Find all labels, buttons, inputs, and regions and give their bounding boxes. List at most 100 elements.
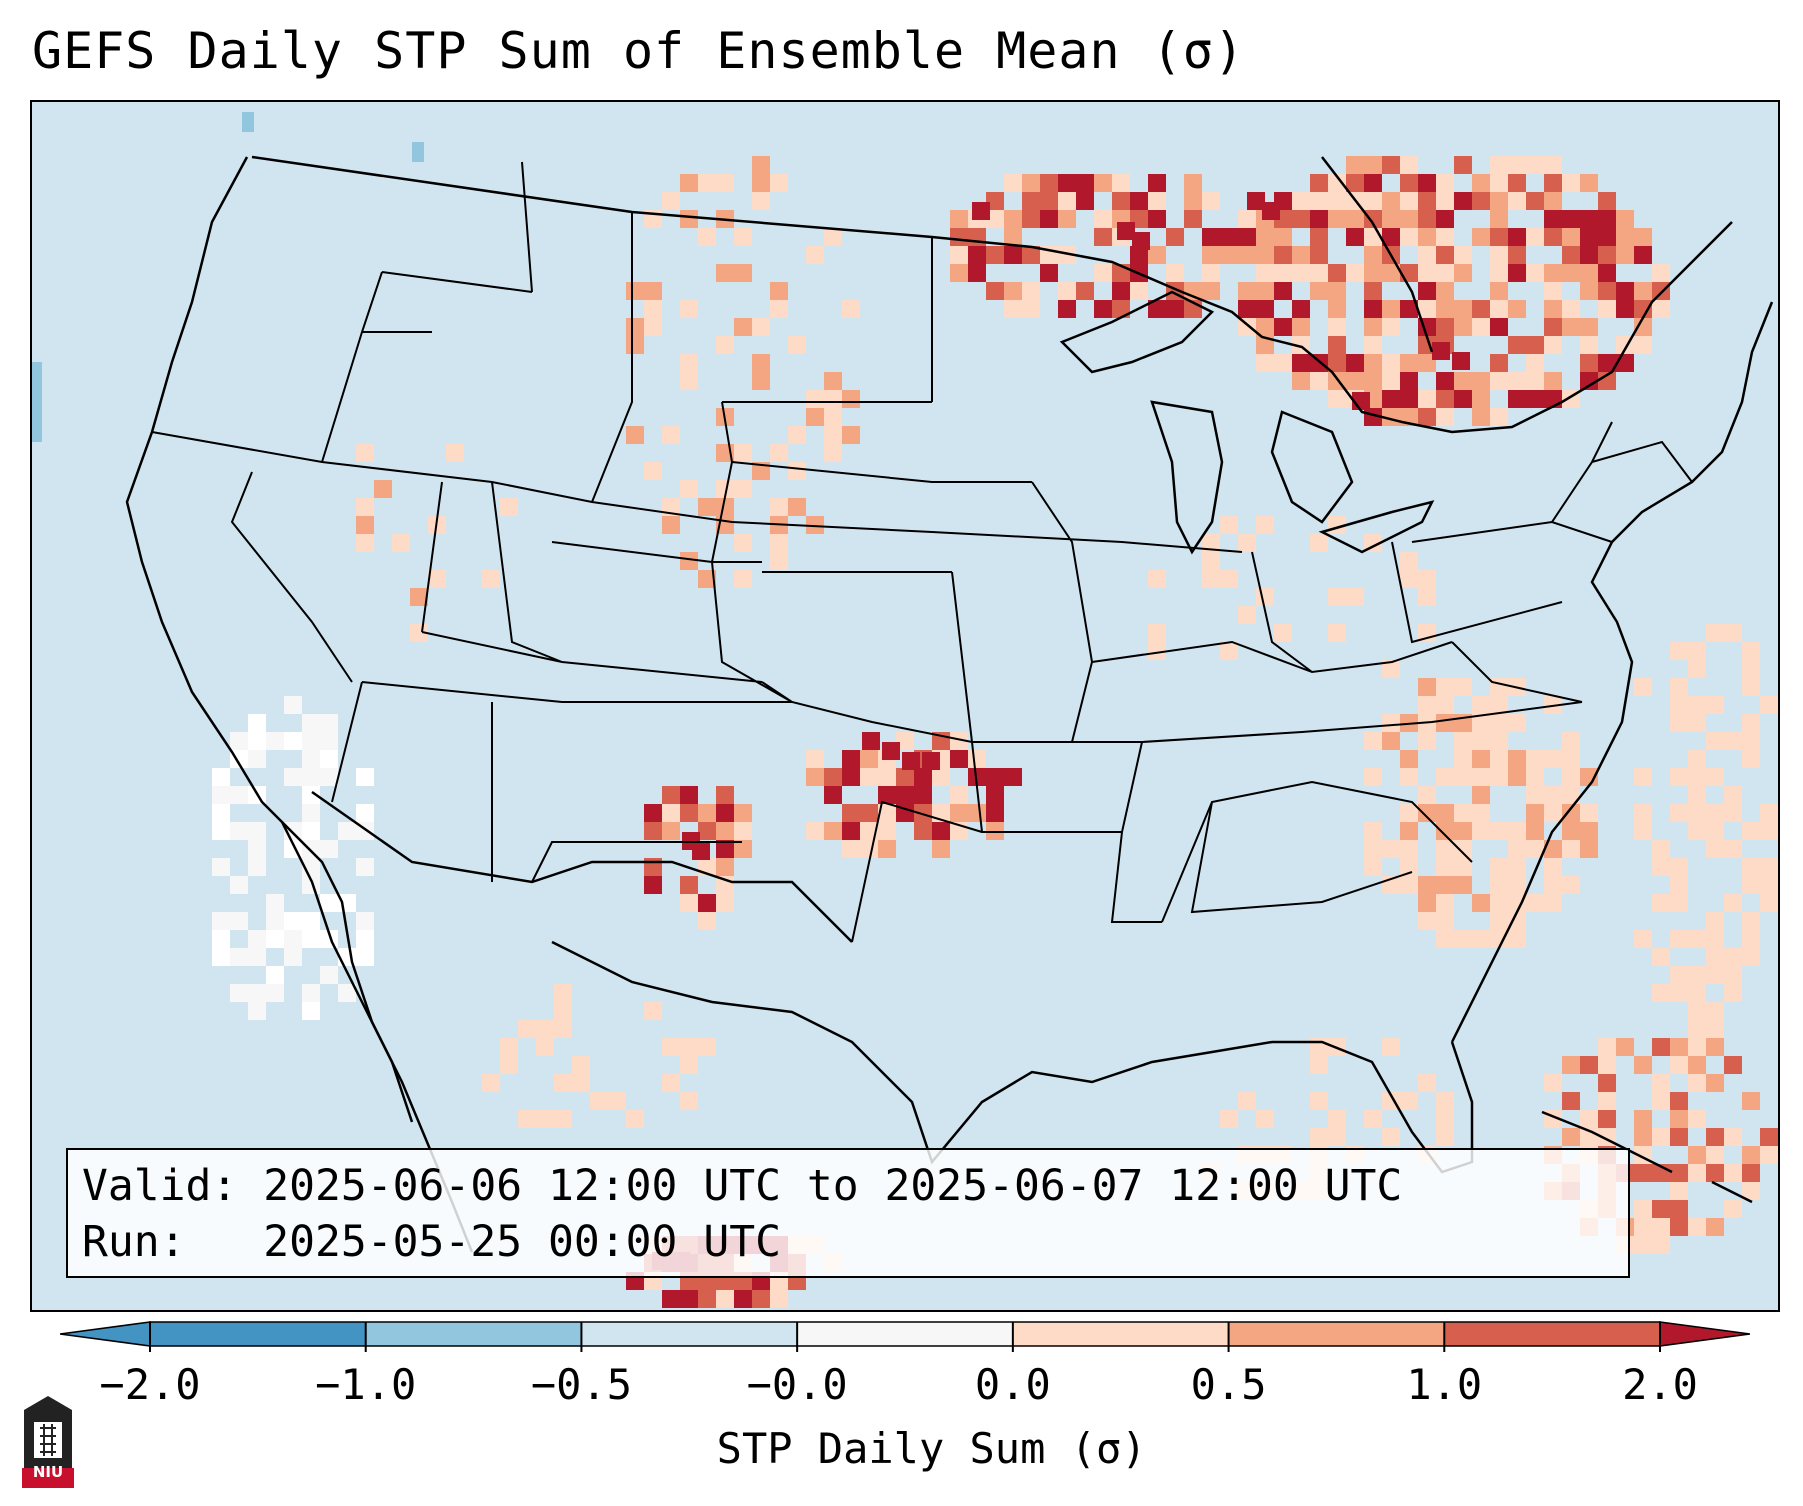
stp-cell: [698, 894, 716, 912]
stp-cell: [1634, 1164, 1652, 1182]
stp-cell: [1634, 246, 1652, 264]
stp-cell: [1544, 318, 1562, 336]
stp-cell: [1364, 336, 1382, 354]
stp-cell: [1634, 1056, 1652, 1074]
stp-cell: [1616, 210, 1634, 228]
stp-cell: [842, 840, 860, 858]
stp-cell: [1490, 318, 1508, 336]
stp-cell: [1526, 372, 1544, 390]
stp-cell: [1562, 174, 1580, 192]
stp-cell: [1382, 318, 1400, 336]
stp-cell: [1544, 300, 1562, 318]
stp-cell: [1400, 840, 1418, 858]
stp-cell: [248, 984, 266, 1002]
stp-cell: [1400, 210, 1418, 228]
baja-coast: [280, 821, 414, 1123]
stp-cell: [698, 1038, 716, 1056]
stp-cell: [1310, 192, 1328, 210]
stp-cell: [1580, 210, 1598, 228]
stp-cell: [1670, 642, 1688, 660]
stp-cell: [1436, 390, 1454, 408]
stp-cell: [1742, 750, 1760, 768]
stp-cell: [1670, 714, 1688, 732]
stp-cell: [1616, 282, 1634, 300]
colorbar-tick-label: 1.0: [1406, 1360, 1483, 1409]
stp-cell: [1616, 246, 1634, 264]
stp-cell: [1562, 804, 1580, 822]
stp-cell: [1760, 696, 1778, 714]
stp-cell: [1598, 210, 1616, 228]
stp-cell: [1508, 768, 1526, 786]
stp-cell: [1688, 1146, 1706, 1164]
stp-cell: [680, 1038, 698, 1056]
hudson-bay-coast: [1321, 156, 1434, 353]
stp-cell: [860, 804, 878, 822]
stp-cell: [1652, 1218, 1670, 1236]
stp-cell: [1472, 408, 1490, 426]
stp-cell: [1688, 984, 1706, 1002]
stp-cell: [950, 264, 968, 282]
stp-cell: [1400, 570, 1418, 588]
stp-cell: [1022, 210, 1040, 228]
stp-cell: [680, 552, 698, 570]
stp-cell: [1382, 1038, 1400, 1056]
stp-cell: [1490, 210, 1508, 228]
stp-cell: [500, 1038, 518, 1056]
stp-cell: [356, 804, 374, 822]
stp-cell: [1598, 354, 1616, 372]
stp-cell: [950, 246, 968, 264]
stp-cell: [1562, 768, 1580, 786]
stp-cell: [1418, 804, 1436, 822]
stp-cell: [1436, 192, 1454, 210]
stp-cell: [1238, 534, 1256, 552]
stp-cell: [1544, 372, 1562, 390]
stp-cell: [1364, 264, 1382, 282]
stp-cell: [1562, 786, 1580, 804]
stp-cell: [32, 362, 42, 442]
stp-cell: [1256, 264, 1274, 282]
stp-cell: [1526, 804, 1544, 822]
stp-cell: [716, 336, 734, 354]
stp-cell: [968, 246, 986, 264]
stp-cell: [734, 318, 752, 336]
colorbar: [60, 1321, 1750, 1352]
stp-cell: [1598, 1056, 1616, 1074]
stp-cell: [1382, 300, 1400, 318]
stp-cell: [644, 804, 662, 822]
stp-cell: [1418, 354, 1436, 372]
stp-cell: [1688, 696, 1706, 714]
stp-cell: [950, 750, 968, 768]
colorbar-segment: [1444, 1322, 1661, 1346]
stp-cell: [1652, 840, 1670, 858]
stp-cell: [770, 534, 788, 552]
stp-cell: [1292, 210, 1310, 228]
stp-cell: [1472, 300, 1490, 318]
stp-cell: [1436, 840, 1454, 858]
stp-cell: [1364, 372, 1382, 390]
stp-cell: [230, 984, 248, 1002]
stp-cell: [1274, 624, 1292, 642]
stp-cell: [680, 876, 698, 894]
stp-cell: [1688, 930, 1706, 948]
stp-cell: [266, 966, 284, 984]
stp-cell: [1508, 840, 1526, 858]
stp-cell: [1706, 624, 1724, 642]
colorbar-ticks: [149, 1322, 1661, 1352]
stp-cell: [1364, 1110, 1382, 1128]
colorbar-segments: [149, 1321, 1661, 1347]
stp-cell: [1526, 768, 1544, 786]
west-coast: [125, 156, 474, 1253]
stp-cell: [1544, 192, 1562, 210]
stp-cell: [320, 840, 338, 858]
stp-cell: [1328, 192, 1346, 210]
stp-cell: [1310, 282, 1328, 300]
stp-cell: [1418, 912, 1436, 930]
stp-cell: [1562, 876, 1580, 894]
stp-cell: [860, 822, 878, 840]
stp-cell: [842, 768, 860, 786]
stp-cell: [1670, 966, 1688, 984]
stp-cell: [1616, 300, 1634, 318]
stp-cell: [266, 912, 284, 930]
stp-cell: [1022, 300, 1040, 318]
stp-cell: [1652, 858, 1670, 876]
